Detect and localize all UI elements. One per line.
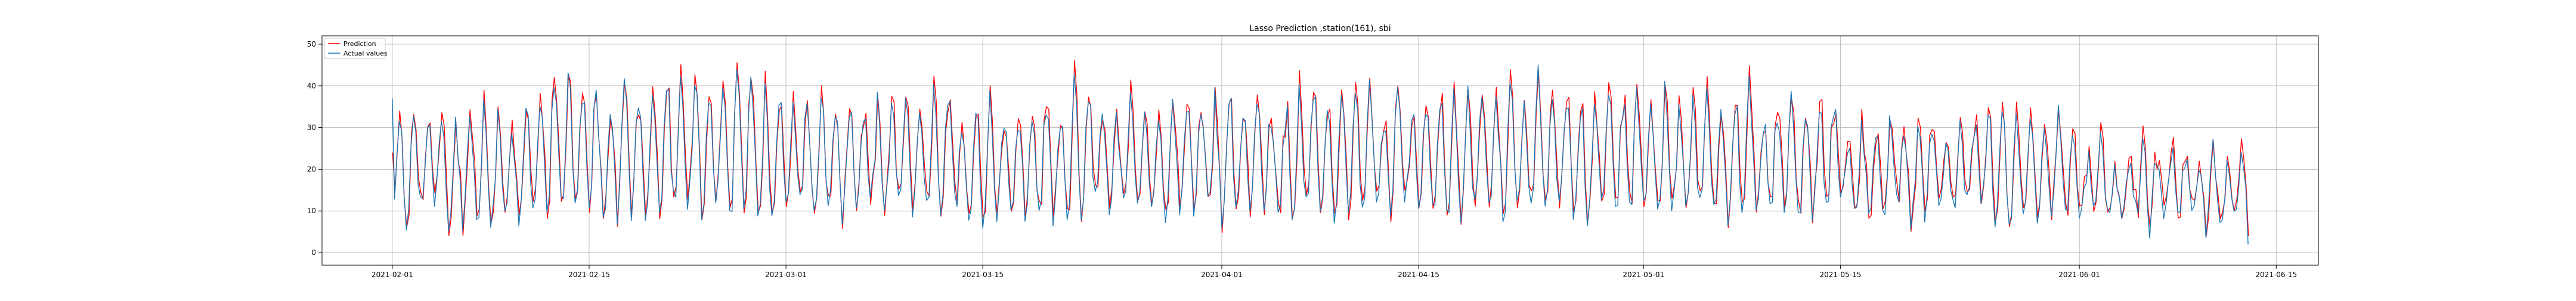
x-axis: 2021-02-01 2021-02-15 2021-03-01 2021-03-15… [371, 265, 2297, 279]
chart-title: Lasso Prediction ,station(161), sbi [1249, 24, 1391, 33]
x-tick-label: 2021-03-15 [962, 271, 1004, 279]
grid [322, 36, 2318, 265]
y-tick-label: 10 [307, 207, 316, 215]
legend: Prediction Actual values [324, 38, 388, 59]
x-tick-label: 2021-02-15 [568, 271, 610, 279]
y-tick-label: 40 [307, 82, 316, 90]
x-tick-label: 2021-04-15 [1398, 271, 1439, 279]
x-tick-label: 2021-05-01 [1623, 271, 1664, 279]
x-tick-label: 2021-02-01 [371, 271, 413, 279]
y-axis: 0 10 20 30 40 50 [307, 40, 322, 257]
legend-label-actual: Actual values [343, 50, 388, 57]
y-tick-label: 0 [311, 248, 316, 257]
x-tick-label: 2021-03-01 [765, 271, 807, 279]
plot-frame [321, 35, 2319, 266]
plot-area [322, 36, 2318, 265]
y-tick-label: 20 [307, 165, 316, 173]
x-tick-label: 2021-04-01 [1201, 271, 1243, 279]
x-tick-label: 2021-05-15 [1819, 271, 1861, 279]
x-tick-label: 2021-06-01 [2058, 271, 2100, 279]
y-tick-label: 50 [307, 40, 316, 48]
y-tick-label: 30 [307, 124, 316, 132]
legend-label-prediction: Prediction [343, 40, 376, 48]
series-group [392, 60, 2249, 245]
x-tick-label: 2021-06-15 [2255, 271, 2297, 279]
series-line-actual [392, 64, 2249, 245]
